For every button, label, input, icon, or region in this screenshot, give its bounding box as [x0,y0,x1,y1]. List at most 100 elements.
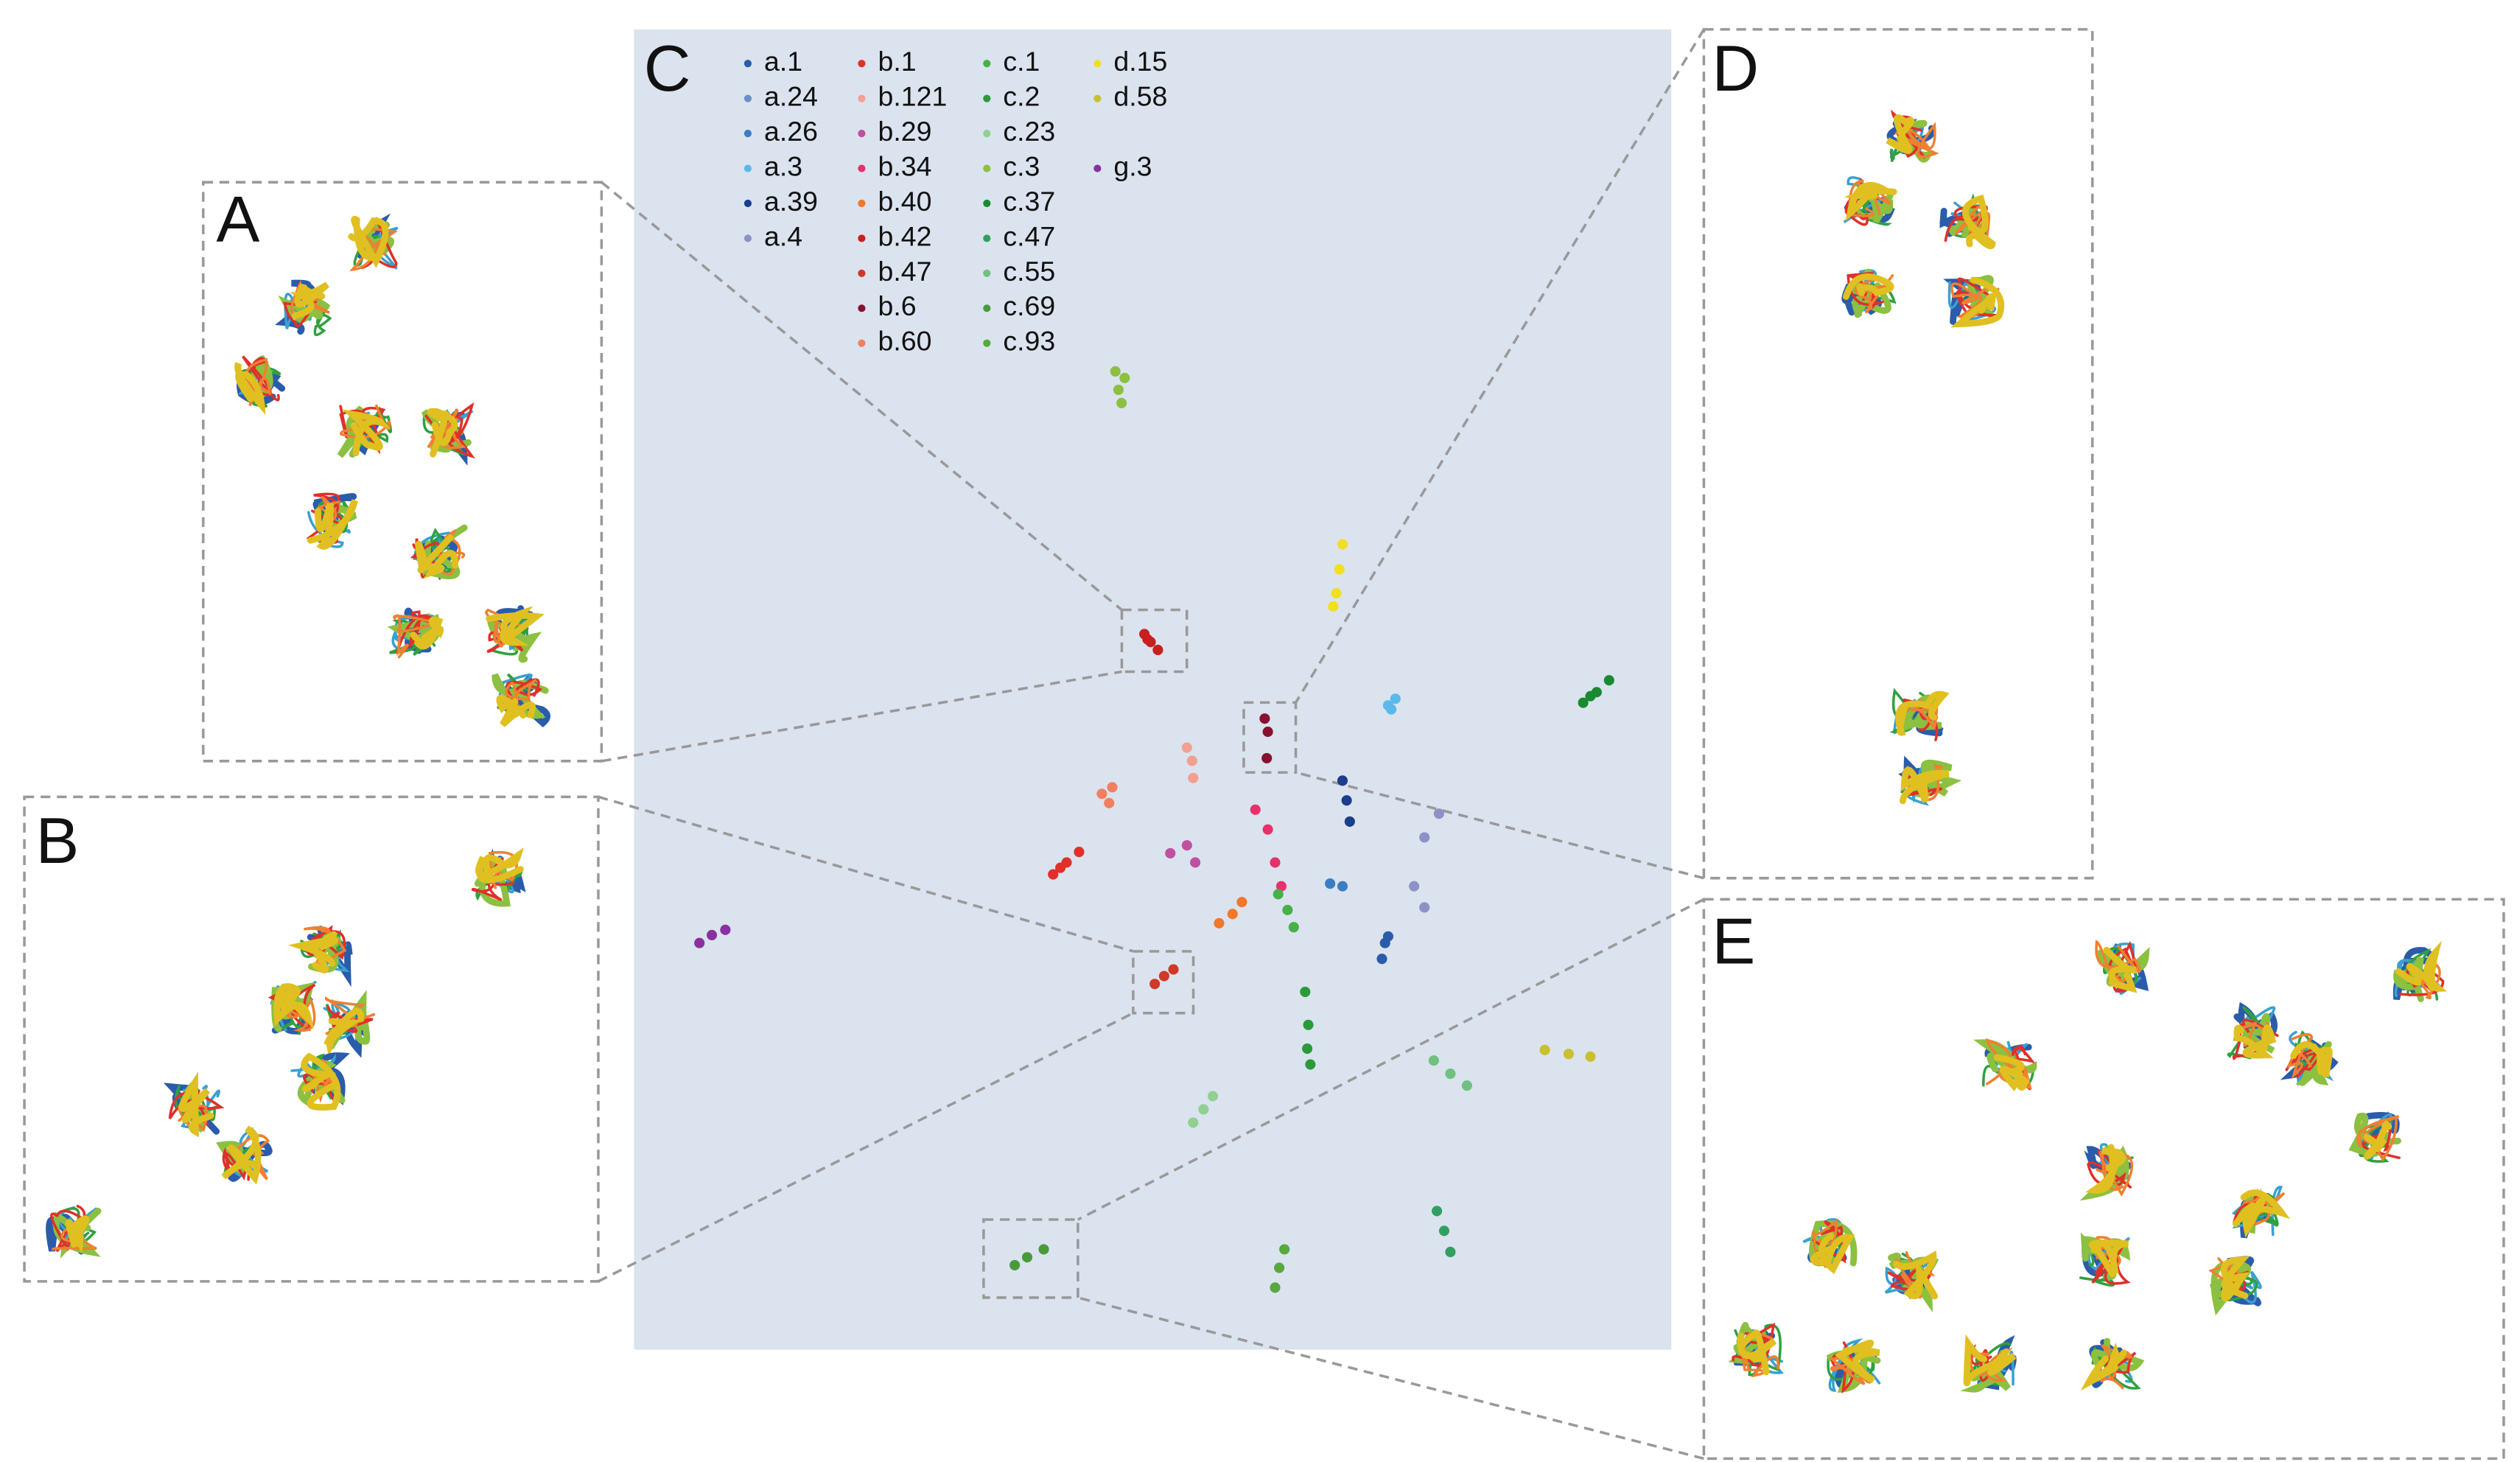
data-point [1305,1059,1316,1070]
legend-marker [983,130,991,138]
connector [598,1012,1134,1283]
zoom-box [1120,608,1189,674]
panel-label: D [1712,32,1759,105]
data-point [1152,644,1163,656]
legend-marker [858,94,866,102]
legend-label: b.6 [878,290,916,321]
connector [1295,29,1705,704]
legend-marker [743,164,752,172]
data-point [1198,1104,1209,1115]
connector [1295,771,1704,880]
data-point [1585,690,1596,702]
legend-label: c.1 [1003,46,1040,77]
protein-structure [1811,1218,1838,1268]
legend-marker [983,339,991,347]
data-point [1096,788,1107,800]
data-point [1428,1055,1439,1066]
protein-structure [1956,277,2000,318]
data-point [720,924,731,935]
legend-label: a.3 [764,150,802,181]
data-point [1433,808,1444,819]
data-point [1337,881,1348,892]
protein-structure [2356,1115,2399,1162]
data-point [1279,1244,1290,1255]
protein-structure [1810,1232,1855,1275]
data-point [1344,816,1355,827]
protein-structure [486,606,545,646]
data-point [1262,824,1273,835]
legend-marker [743,234,752,242]
data-point [1188,1117,1199,1128]
protein-structure [1961,194,1996,250]
legend-marker [743,199,752,208]
inset-box [202,181,603,763]
legend-label: b.40 [878,186,931,217]
legend-marker [858,269,866,277]
protein-structure [289,281,330,319]
data-point [1009,1259,1021,1270]
legend-label: b.60 [878,326,931,357]
data-point [1261,752,1273,763]
data-point [1038,1244,1049,1255]
protein-structure [2232,1189,2291,1239]
legend-marker [743,60,752,68]
legend-marker [743,130,752,138]
legend-marker [983,269,991,277]
legend-label: b.34 [878,150,931,181]
data-point [1186,755,1197,766]
legend-marker [1093,94,1102,102]
legend-label: c.2 [1003,81,1040,112]
data-point [1207,1091,1219,1102]
legend-label: c.69 [1003,290,1055,321]
legend-label: c.55 [1003,256,1055,287]
data-point [1259,713,1270,724]
data-point [1236,897,1247,908]
data-point [1110,366,1121,377]
data-point [1048,869,1059,880]
protein-structure [1834,1339,1880,1384]
legend-marker [1093,60,1102,68]
protein-structure [2361,1127,2401,1159]
legend-label: a.24 [764,81,818,112]
protein-structure [2079,1145,2129,1201]
zoom-box [1242,701,1298,774]
legend-label: g.3 [1113,150,1152,181]
protein-structure [65,1215,90,1255]
legend-marker [983,234,991,242]
protein-structure [342,409,391,457]
protein-structure [1893,1250,1938,1300]
data-point [1337,539,1348,550]
data-point [1149,979,1161,990]
data-point [1227,909,1238,920]
data-point [1419,832,1430,843]
protein-structure [323,1007,365,1058]
legend-label: b.121 [878,81,947,112]
protein-structure [1895,690,1950,736]
protein-structure [221,1125,262,1185]
legend-label: c.93 [1003,326,1055,357]
protein-structure [278,287,330,323]
data-point [707,929,718,941]
protein-structure [2103,946,2138,993]
legend-label: b.42 [878,220,931,251]
legend-marker [858,304,866,312]
legend-marker [983,199,991,208]
protein-structure [424,402,476,459]
legend-label: c.23 [1003,116,1055,147]
protein-structure [2363,1119,2393,1160]
data-point [1288,922,1299,933]
data-point [1585,1051,1596,1062]
protein-structure [301,1052,341,1111]
legend-marker [858,339,866,347]
data-point [694,937,705,948]
data-point [1302,1043,1313,1054]
data-point [1188,772,1199,783]
protein-structure [2395,940,2448,992]
data-point [1337,775,1348,786]
data-point [1419,902,1430,913]
inset-box [23,795,600,1283]
data-point [1382,931,1393,942]
protein-structure [415,534,458,578]
panel-label: A [216,183,259,256]
